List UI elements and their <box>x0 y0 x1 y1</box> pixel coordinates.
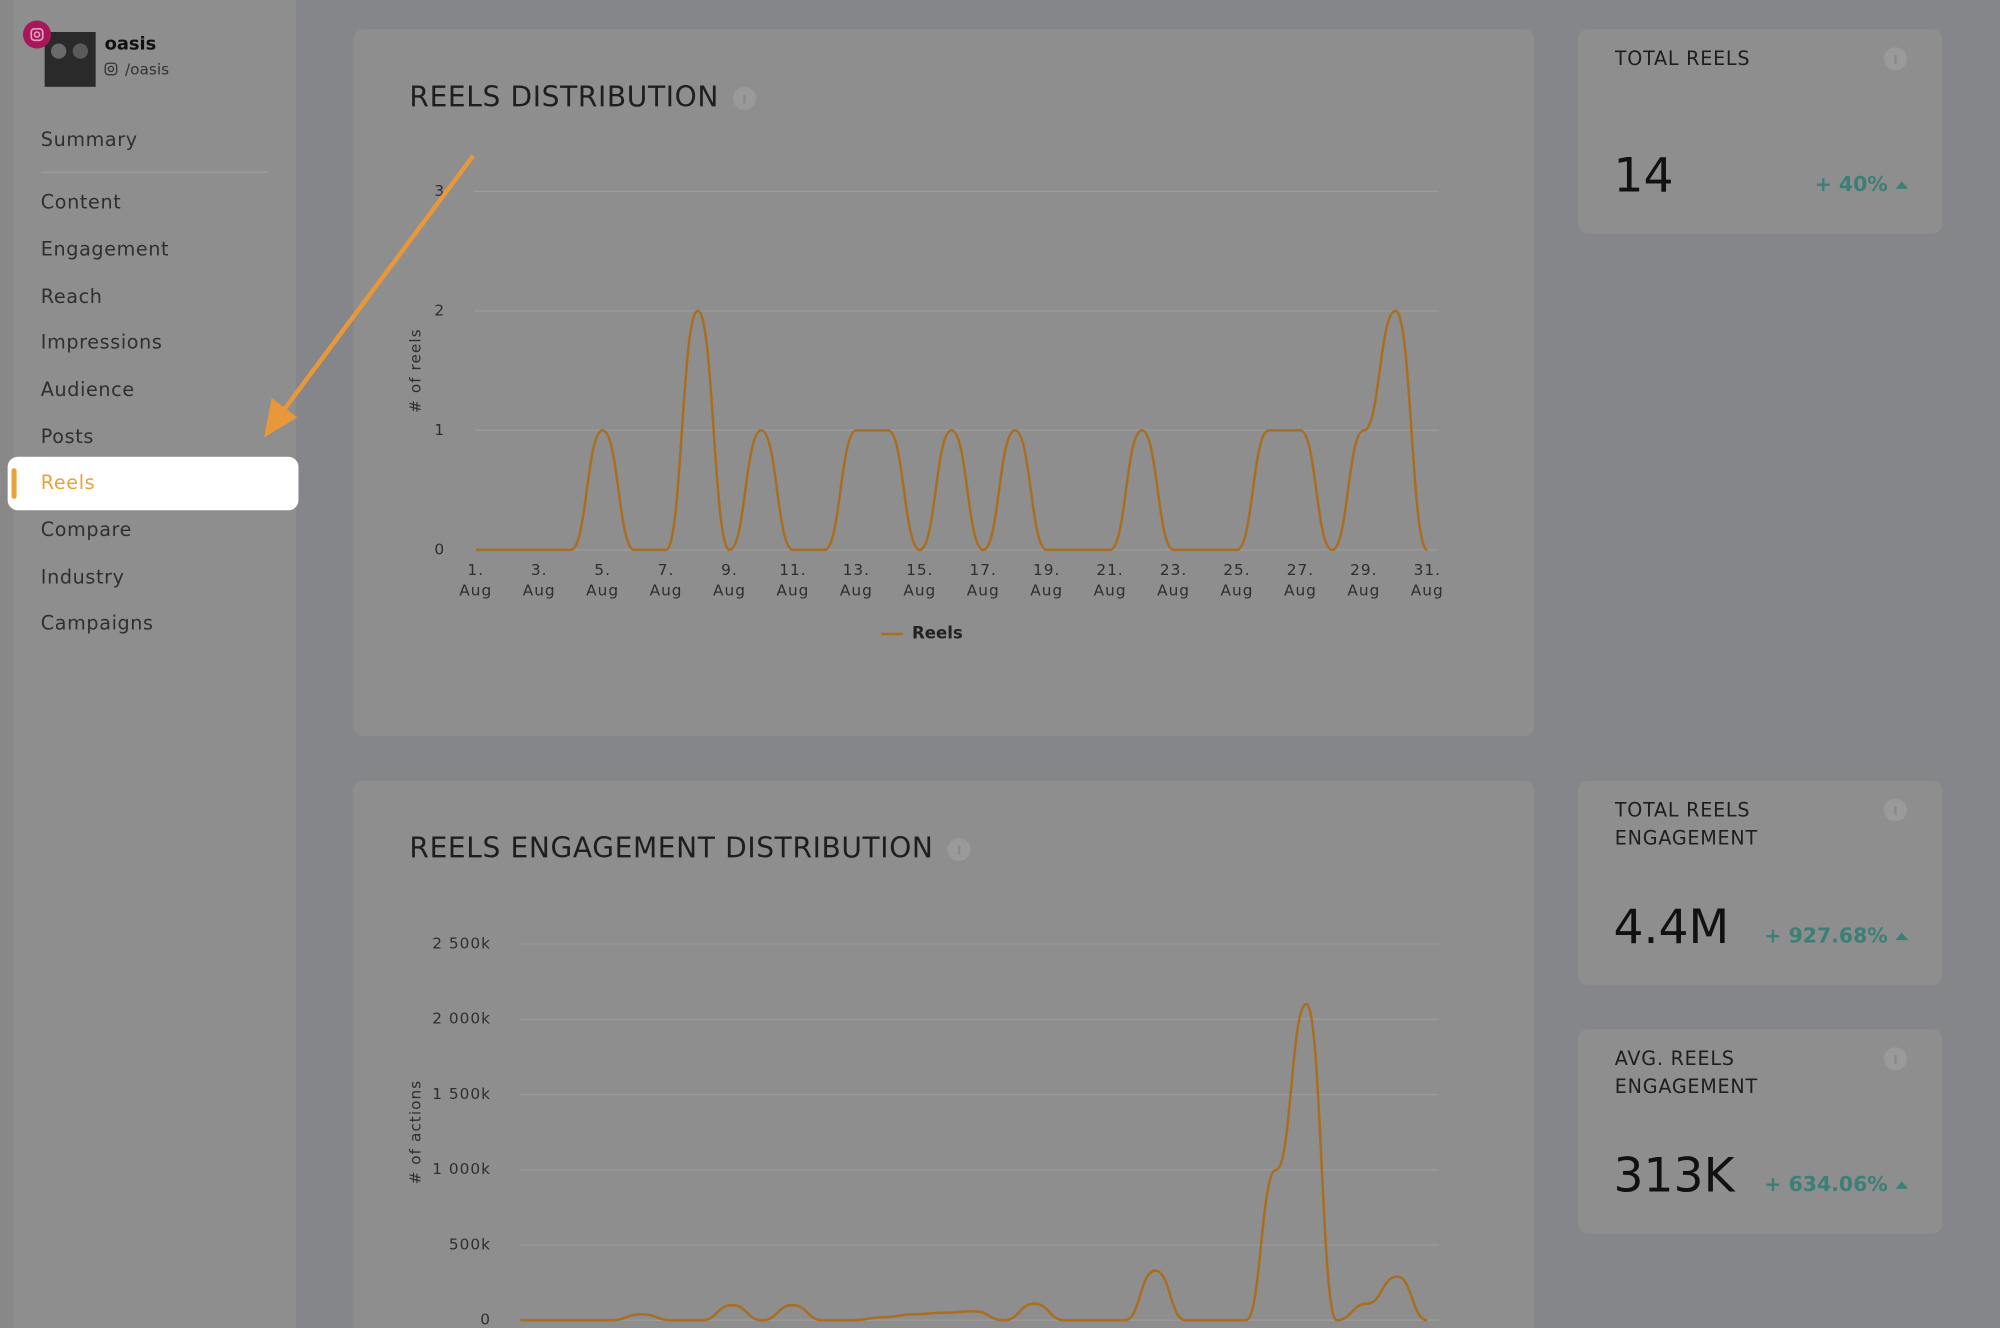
x-tick-label: 1. Aug <box>459 561 492 599</box>
y-tick-label: 2 <box>434 301 445 319</box>
instagram-glyph <box>33 31 41 38</box>
avatar-face <box>51 43 67 59</box>
y-tick-label: 1 000k <box>432 1160 491 1178</box>
sidebar <box>12 0 296 1328</box>
stat-change: + 634.06% <box>1764 1172 1887 1196</box>
x-tick-label: 7. Aug <box>650 561 683 599</box>
y-tick-label: 0 <box>434 540 445 558</box>
stat-change: + 927.68% <box>1764 923 1887 947</box>
y-tick-label: 1 <box>434 421 445 439</box>
x-tick-label: 5. Aug <box>586 561 619 599</box>
y-tick-label: 2 000k <box>432 1010 491 1028</box>
chart-title: REELS ENGAGEMENT DISTRIBUTION <box>409 832 933 865</box>
stat-value: 313K <box>1614 1149 1736 1204</box>
stat-title: TOTAL REELS ENGAGEMENT <box>1614 798 1758 850</box>
y-tick-label: 500k <box>449 1235 491 1253</box>
nav-item[interactable]: Posts <box>41 425 94 448</box>
x-tick-label: 29. Aug <box>1347 561 1380 599</box>
y-tick-label: 3 <box>434 182 445 200</box>
y-axis-label: # of reels <box>406 328 424 413</box>
x-tick-label: 11. Aug <box>776 561 809 599</box>
nav-item[interactable]: Content <box>41 190 122 213</box>
chart-card <box>353 29 1535 737</box>
info-icon-glyph <box>1894 54 1897 64</box>
instagram-icon <box>107 65 115 73</box>
active-nav-bg <box>7 456 299 511</box>
nav-item[interactable]: Compare <box>41 518 132 541</box>
arrow-head <box>264 398 298 438</box>
x-tick-label: 19. Aug <box>1030 561 1063 599</box>
edge <box>0 0 13 1328</box>
stat-title-box: TOTAL REELS ENGAGEMENT <box>1614 798 1758 850</box>
avatar-face <box>72 43 89 59</box>
y-axis-label: # of actions <box>406 1080 424 1185</box>
x-tick-label: 9. Aug <box>713 561 746 599</box>
stat-change: + 40% <box>1815 172 1888 196</box>
instagram-glyph <box>30 27 44 42</box>
stat-title-box: TOTAL REELS <box>1614 47 1751 71</box>
stat-value: 4.4M <box>1614 900 1730 955</box>
x-tick-label: 17. Aug <box>967 561 1000 599</box>
nav-item[interactable]: Reach <box>41 285 103 308</box>
nav-item[interactable]: Impressions <box>41 331 163 354</box>
nav-item[interactable]: Industry <box>41 565 125 588</box>
nav-item[interactable]: Campaigns <box>41 611 154 634</box>
x-tick-label: 21. Aug <box>1094 561 1127 599</box>
info-icon-glyph <box>743 94 746 104</box>
chart-card <box>353 780 1535 1328</box>
nav-item[interactable]: Audience <box>41 378 135 401</box>
series-line <box>520 1002 1428 1322</box>
stat-card <box>1577 1029 1943 1234</box>
instagram-badge <box>22 20 52 49</box>
up-triangle <box>1895 181 1909 189</box>
stat-title: TOTAL REELS <box>1614 47 1751 71</box>
x-tick-label: 31. Aug <box>1411 561 1444 599</box>
stat-card <box>1577 29 1943 234</box>
profile-name: oasis <box>105 34 157 55</box>
info-icon-glyph <box>1894 1054 1897 1064</box>
stat-cards: TOTAL REELS 14 + 40% TOTAL REELS ENGAGEMENT… <box>1577 29 1943 1234</box>
x-tick-label: 3. Aug <box>523 561 556 599</box>
up-triangle <box>1895 932 1909 941</box>
x-tick-label: 25. Aug <box>1221 561 1254 599</box>
avatar <box>44 31 96 87</box>
series-line <box>475 309 1429 552</box>
info-icon-glyph <box>1894 806 1897 816</box>
active-nav-bar <box>11 468 17 499</box>
x-tick-label: 27. Aug <box>1284 561 1317 599</box>
nav-item[interactable]: Summary <box>41 128 138 151</box>
chart-title: REELS DISTRIBUTION <box>409 80 719 113</box>
instagram-icon <box>104 62 118 76</box>
nav-item[interactable]: Engagement <box>41 238 169 261</box>
info-icon-glyph <box>957 845 961 855</box>
up-triangle <box>1895 1181 1909 1189</box>
x-tick-label: 15. Aug <box>903 561 936 599</box>
x-tick-label: 13. Aug <box>840 561 873 599</box>
stat-card <box>1577 780 1943 985</box>
y-tick-label: 0 <box>480 1311 491 1328</box>
legend-label[interactable]: Reels <box>912 624 963 643</box>
charts: REELS DISTRIBUTION # of reels 0 1 2 3 Reels 1. A… <box>406 80 1444 1328</box>
y-tick-label: 1 500k <box>432 1085 491 1103</box>
y-tick-label: 2 500k <box>432 934 491 952</box>
stat-title-box: AVG. REELS ENGAGEMENT <box>1614 1047 1758 1099</box>
nav: Summary Content Engagement Reach Impressions… <box>7 128 299 634</box>
arrow <box>281 154 476 413</box>
stat-title: AVG. REELS ENGAGEMENT <box>1614 1047 1758 1099</box>
x-tick-label: 23. Aug <box>1157 561 1190 599</box>
profile-handle: /oasis <box>125 61 169 79</box>
nav-item[interactable]: Reels <box>41 471 95 494</box>
stat-value: 14 <box>1614 149 1674 204</box>
